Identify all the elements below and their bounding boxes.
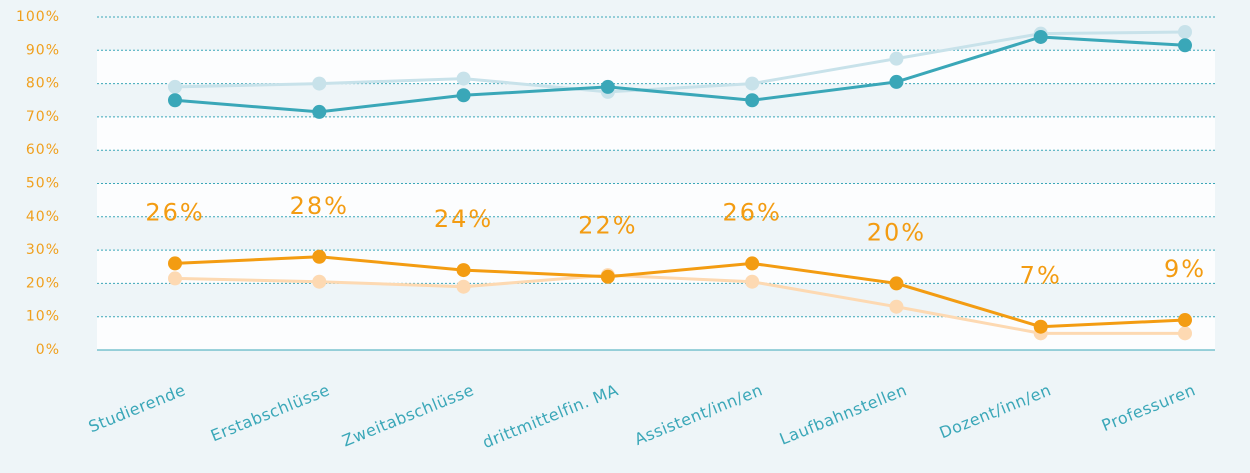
point (1033, 319, 1048, 334)
y-tick-label: 60% (26, 142, 60, 158)
point (456, 88, 471, 103)
y-tick-label: 10% (26, 309, 60, 325)
point (889, 299, 904, 314)
point (600, 79, 615, 94)
x-tick-label: Professuren (1099, 380, 1198, 435)
x-tick-label: Erstabschlüsse (208, 380, 333, 445)
band (97, 183, 1215, 217)
value-label: 24% (434, 205, 493, 233)
x-tick-label: drittmittelfin. MA (480, 380, 621, 452)
value-label: 20% (867, 218, 926, 246)
y-tick-label: 90% (26, 42, 60, 58)
x-tick-label: Laufbahnstellen (777, 380, 910, 448)
point (168, 256, 182, 271)
x-tick-label: Studierende (86, 380, 188, 436)
point (1033, 29, 1048, 44)
y-tick-label: 0% (36, 342, 60, 358)
x-tick-label: Assistent/inn/en (632, 380, 766, 449)
y-tick-label: 70% (26, 109, 60, 125)
series-line (174, 255, 1186, 329)
point (456, 263, 471, 278)
point (312, 249, 327, 264)
value-label: 9% (1164, 255, 1206, 283)
point (312, 104, 327, 119)
point (745, 256, 760, 271)
point (168, 79, 182, 94)
point (1178, 313, 1192, 328)
x-tick-label: Zweitabschlüsse (339, 380, 476, 450)
y-tick-label: 100% (16, 9, 60, 25)
point (312, 274, 327, 289)
point (456, 279, 471, 294)
x-tick-label: Dozent/inn/en (937, 380, 1054, 442)
point (1178, 24, 1192, 39)
y-tick-label: 30% (26, 242, 60, 258)
series-line (174, 30, 1186, 94)
point (168, 93, 182, 108)
point (745, 93, 760, 108)
point (168, 271, 182, 286)
point (745, 76, 760, 91)
y-tick-label: 50% (26, 176, 60, 192)
point (600, 269, 615, 284)
point (889, 276, 904, 291)
value-label: 26% (145, 198, 204, 226)
y-tick-label: 40% (26, 209, 60, 225)
value-label: 7% (1020, 262, 1062, 290)
point (1178, 326, 1192, 341)
series-line (174, 35, 1186, 114)
point (312, 76, 327, 91)
value-label: 22% (578, 212, 637, 240)
y-tick-label: 80% (26, 76, 60, 92)
band (97, 116, 1215, 151)
band (97, 50, 1215, 84)
value-label: 28% (290, 192, 349, 220)
series-line (174, 273, 1185, 335)
point (1178, 38, 1192, 53)
y-tick-label: 20% (26, 275, 60, 291)
point (889, 74, 904, 89)
point (745, 274, 760, 289)
value-label: 26% (722, 198, 781, 226)
point (456, 71, 471, 86)
point (889, 51, 904, 66)
